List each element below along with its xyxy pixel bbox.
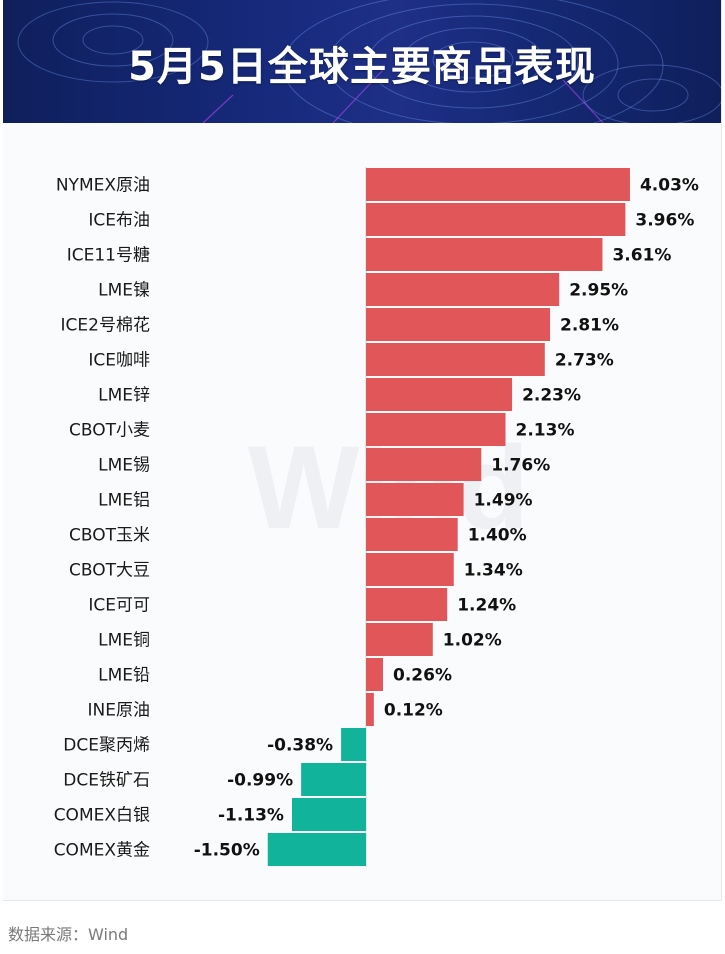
value-label: 2.73%	[555, 351, 614, 371]
value-label: 1.40%	[468, 526, 527, 546]
bar-positive	[366, 623, 433, 656]
value-label: 2.23%	[522, 386, 581, 406]
bar-positive	[366, 693, 374, 726]
category-label: LME镍	[98, 281, 150, 301]
value-label: 1.02%	[443, 631, 502, 651]
bar-positive	[366, 658, 384, 691]
bar-positive	[366, 378, 513, 411]
value-label: -0.99%	[227, 771, 293, 791]
data-source-note: 数据来源：Wind	[8, 925, 129, 944]
header-banner: 5月5日全球主要商品表现	[3, 0, 721, 123]
bar-positive	[366, 168, 630, 201]
bar-positive	[366, 203, 626, 236]
bar-negative	[341, 728, 366, 761]
bar-positive	[366, 343, 545, 376]
bar-negative	[291, 798, 366, 831]
category-label: ICE2号棉花	[61, 316, 150, 336]
bar-positive	[366, 413, 506, 446]
category-label: CBOT玉米	[69, 526, 150, 546]
category-label: LME铝	[98, 491, 150, 511]
bar-negative	[267, 833, 366, 866]
bar-positive	[366, 273, 560, 306]
category-label: COMEX白银	[54, 806, 150, 826]
value-label: 2.81%	[560, 316, 619, 336]
value-label: 2.13%	[516, 421, 575, 441]
category-label: COMEX黄金	[54, 841, 150, 861]
category-label: NYMEX原油	[56, 176, 150, 196]
value-label: 3.61%	[612, 246, 671, 266]
bar-positive	[366, 448, 482, 481]
value-label: 1.49%	[474, 491, 533, 511]
value-label: -1.13%	[218, 806, 284, 826]
page-title: 5月5日全球主要商品表现	[128, 44, 596, 90]
category-label: DCE铁矿石	[63, 771, 150, 791]
value-label: 1.24%	[457, 596, 516, 616]
category-label: CBOT小麦	[69, 421, 150, 441]
category-label: LME铅	[98, 666, 150, 686]
value-label: 0.12%	[384, 701, 443, 721]
category-label: CBOT大豆	[69, 561, 150, 581]
value-label: 0.26%	[393, 666, 452, 686]
value-label: -1.50%	[194, 841, 260, 861]
topographic-background	[17, 0, 721, 123]
category-label: LME铜	[98, 631, 150, 651]
bar-chart: NYMEX原油 4.03% ICE布油 3.96% ICE11号糖 3.61% LME镍 2.…	[54, 167, 699, 867]
bar-positive	[366, 553, 454, 586]
category-label: LME锌	[98, 386, 150, 406]
bar-positive	[366, 518, 458, 551]
value-label: 4.03%	[640, 176, 699, 196]
bar-positive	[366, 308, 551, 341]
category-label: ICE布油	[88, 211, 150, 231]
category-label: INE原油	[88, 701, 150, 721]
bar-negative	[301, 763, 366, 796]
category-label: ICE11号糖	[67, 246, 150, 266]
category-label: ICE咖啡	[88, 351, 150, 371]
value-label: -0.38%	[267, 736, 333, 756]
category-label: LME锡	[98, 456, 150, 476]
value-label: 2.95%	[569, 281, 628, 301]
value-label: 3.96%	[635, 211, 694, 231]
value-label: 1.34%	[464, 561, 523, 581]
bar-positive	[366, 238, 603, 271]
bar-positive	[366, 483, 464, 516]
bar-positive	[366, 588, 448, 621]
category-label: DCE聚丙烯	[63, 736, 150, 756]
value-label: 1.76%	[491, 456, 550, 476]
category-label: ICE可可	[88, 596, 150, 616]
